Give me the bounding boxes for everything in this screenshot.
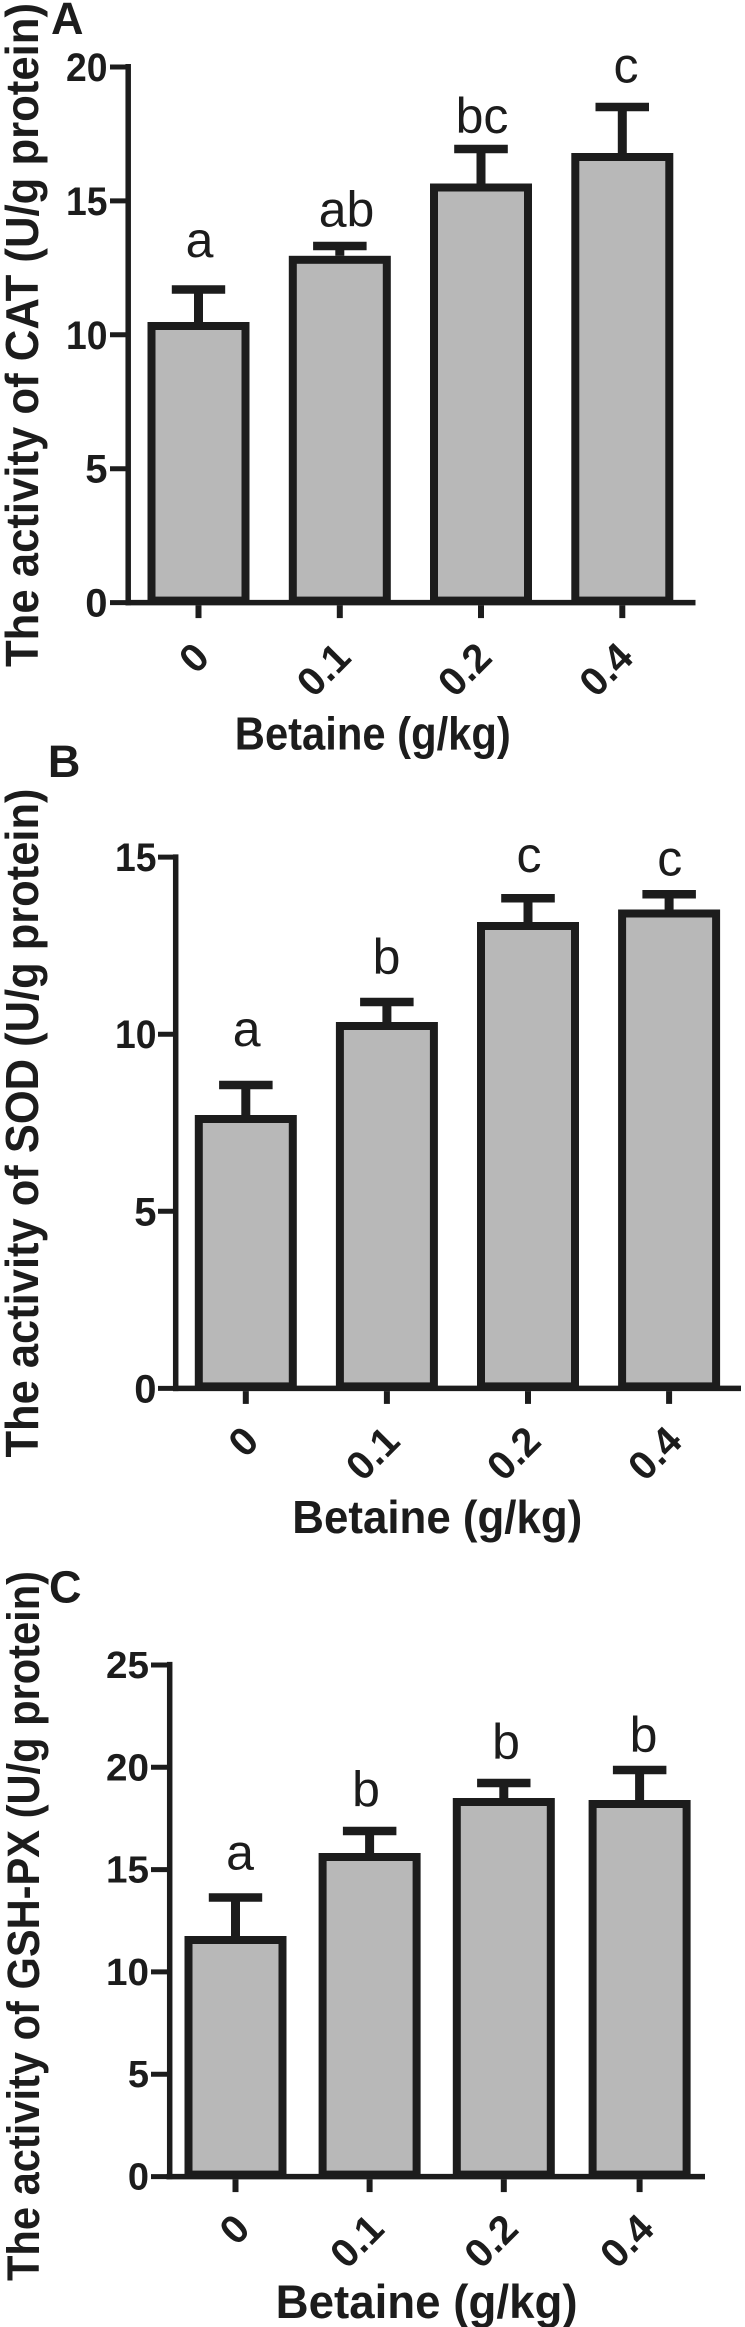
svg-text:20: 20	[106, 1747, 149, 1789]
svg-text:10: 10	[106, 1952, 149, 1994]
svg-text:15: 15	[66, 180, 108, 224]
svg-text:bc: bc	[456, 88, 509, 144]
svg-text:Betaine (g/kg): Betaine (g/kg)	[276, 2275, 578, 2327]
svg-text:0: 0	[134, 1367, 156, 1411]
svg-text:Betaine (g/kg): Betaine (g/kg)	[292, 1491, 582, 1543]
svg-text:c: c	[614, 38, 639, 94]
svg-text:ab: ab	[319, 182, 375, 238]
svg-text:The activity of SOD (U/g prote: The activity of SOD (U/g protein)	[0, 789, 48, 1458]
svg-text:5: 5	[85, 448, 107, 492]
svg-text:c: c	[517, 827, 542, 883]
svg-text:b: b	[630, 1707, 658, 1763]
svg-text:0: 0	[85, 582, 107, 626]
svg-text:a: a	[233, 1001, 261, 1057]
svg-text:5: 5	[128, 2054, 149, 2096]
svg-text:15: 15	[115, 836, 157, 880]
svg-text:10: 10	[115, 1013, 157, 1057]
svg-text:b: b	[373, 929, 401, 985]
svg-text:The activity of CAT (U/g prote: The activity of CAT (U/g protein)	[0, 3, 48, 667]
svg-text:25: 25	[106, 1645, 149, 1687]
svg-text:10: 10	[66, 314, 108, 358]
svg-text:A: A	[51, 0, 84, 44]
svg-text:15: 15	[106, 1850, 149, 1892]
svg-text:B: B	[48, 736, 81, 787]
svg-text:5: 5	[134, 1190, 156, 1234]
svg-text:a: a	[186, 212, 214, 268]
svg-text:Betaine (g/kg): Betaine (g/kg)	[235, 708, 511, 760]
svg-text:20: 20	[66, 46, 108, 90]
svg-text:0: 0	[128, 2157, 149, 2199]
svg-text:b: b	[492, 1714, 520, 1770]
svg-text:a: a	[226, 1825, 254, 1881]
svg-text:b: b	[352, 1762, 380, 1818]
svg-text:C: C	[49, 1561, 82, 1612]
svg-text:c: c	[657, 831, 682, 887]
svg-text:The activity of GSH-PX (U/g pr: The activity of GSH-PX (U/g protein)	[0, 1571, 49, 2281]
